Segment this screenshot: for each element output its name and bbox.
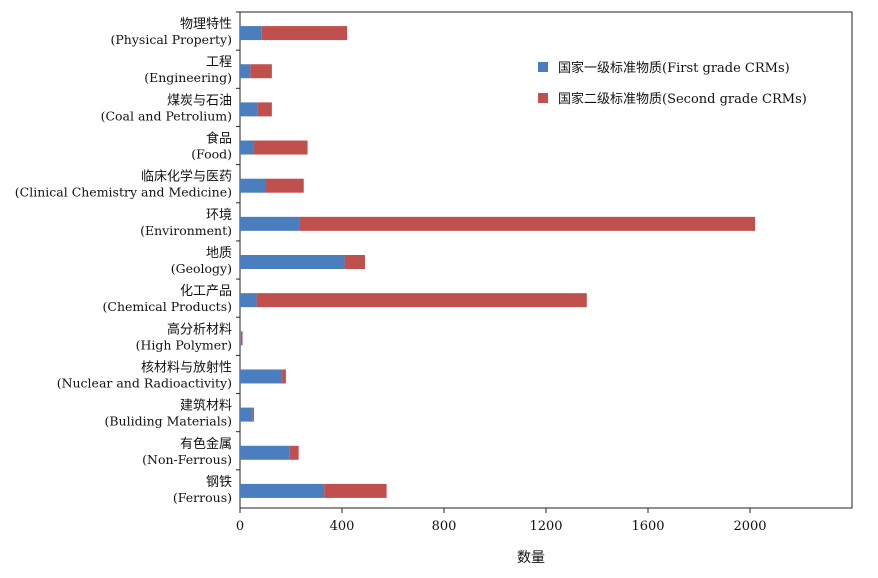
x-tick-label-1: 400 [330, 519, 355, 534]
x-tick-label-5: 2000 [733, 519, 766, 534]
category-label-en-6: (Geology) [171, 261, 232, 276]
x-tick-label-2: 800 [432, 519, 457, 534]
legend-swatch-second-grade [538, 93, 548, 103]
category-label-en-11: (Non-Ferrous) [142, 452, 232, 467]
bar-first-grade-7 [240, 293, 257, 308]
bar-second-grade-4 [265, 178, 304, 193]
category-label-en-9: (Nuclear and Radioactivity) [57, 375, 232, 390]
category-label-cn-5: 环境 [206, 208, 232, 223]
x-tick-label-0: 0 [236, 519, 244, 534]
category-label-cn-0: 物理特性 [180, 17, 232, 32]
category-label-en-3: (Food) [191, 147, 232, 162]
legend-label-first-grade: 国家一级标准物质(First grade CRMs) [558, 60, 790, 76]
category-label-en-10: (Buliding Materials) [104, 414, 232, 429]
bar-second-grade-11 [289, 445, 299, 460]
category-label-en-12: (Ferrous) [173, 490, 232, 505]
category-label-cn-4: 临床化学与医药 [141, 169, 232, 185]
category-label-en-8: (High Polymer) [136, 337, 232, 352]
bar-first-grade-5 [240, 216, 300, 231]
bar-first-grade-9 [240, 369, 283, 384]
category-label-en-2: (Coal and Petrolium) [101, 108, 232, 123]
bar-first-grade-12 [240, 483, 325, 498]
category-label-cn-7: 化工产品 [180, 284, 232, 299]
bar-second-grade-2 [257, 102, 272, 117]
bar-second-grade-6 [344, 255, 365, 269]
category-label-cn-12: 钢铁 [206, 475, 232, 490]
bars-layer [240, 26, 756, 498]
bar-first-grade-11 [240, 445, 290, 460]
bar-second-grade-10 [252, 407, 255, 422]
bar-second-grade-8 [240, 331, 243, 346]
category-label-en-7: (Chemical Products) [103, 299, 232, 314]
bar-second-grade-0 [261, 26, 348, 41]
category-label-cn-10: 建筑材料 [180, 398, 232, 414]
category-label-en-4: (Clinical Chemistry and Medicine) [15, 185, 232, 200]
bar-first-grade-6 [240, 255, 345, 269]
category-labels: 物理特性(Physical Property) 工程(Engineering) 煤炭… [15, 11, 240, 505]
category-label-cn-9: 核材料与放射性 [141, 359, 232, 375]
bar-second-grade-7 [256, 293, 587, 308]
bar-first-grade-3 [240, 140, 255, 155]
x-tick-label-4: 1600 [631, 519, 664, 534]
x-tick-label-3: 1200 [529, 519, 562, 534]
bar-first-grade-10 [240, 407, 253, 422]
legend: 国家一级标准物质(First grade CRMs) 国家二级标准物质(Seco… [538, 60, 807, 107]
legend-swatch-first-grade [538, 62, 548, 72]
bar-second-grade-1 [250, 64, 272, 79]
category-label-en-1: (Engineering) [144, 70, 232, 85]
category-label-cn-11: 有色金属 [180, 436, 232, 452]
bar-second-grade-12 [324, 483, 387, 498]
bar-second-grade-5 [299, 216, 756, 231]
bar-first-grade-1 [240, 64, 251, 79]
category-label-cn-3: 食品 [206, 131, 232, 147]
bar-second-grade-3 [254, 140, 308, 155]
bar-first-grade-0 [240, 26, 262, 41]
bar-first-grade-2 [240, 102, 258, 117]
bar-first-grade-8 [240, 331, 241, 346]
legend-label-second-grade: 国家二级标准物质(Second grade CRMs) [558, 91, 807, 107]
bar-second-grade-9 [282, 369, 286, 384]
x-axis: 0 400 800 1200 1600 2000 [236, 508, 767, 534]
x-axis-title: 数量 [517, 550, 545, 566]
category-label-cn-8: 高分析材料 [167, 321, 232, 337]
category-label-en-5: (Environment) [140, 223, 232, 238]
bar-first-grade-4 [240, 178, 266, 193]
category-label-en-0: (Physical Property) [111, 32, 232, 47]
category-label-cn-2: 煤炭与石油 [167, 93, 232, 108]
category-label-cn-1: 工程 [206, 55, 232, 70]
category-label-cn-6: 地质 [206, 246, 232, 261]
